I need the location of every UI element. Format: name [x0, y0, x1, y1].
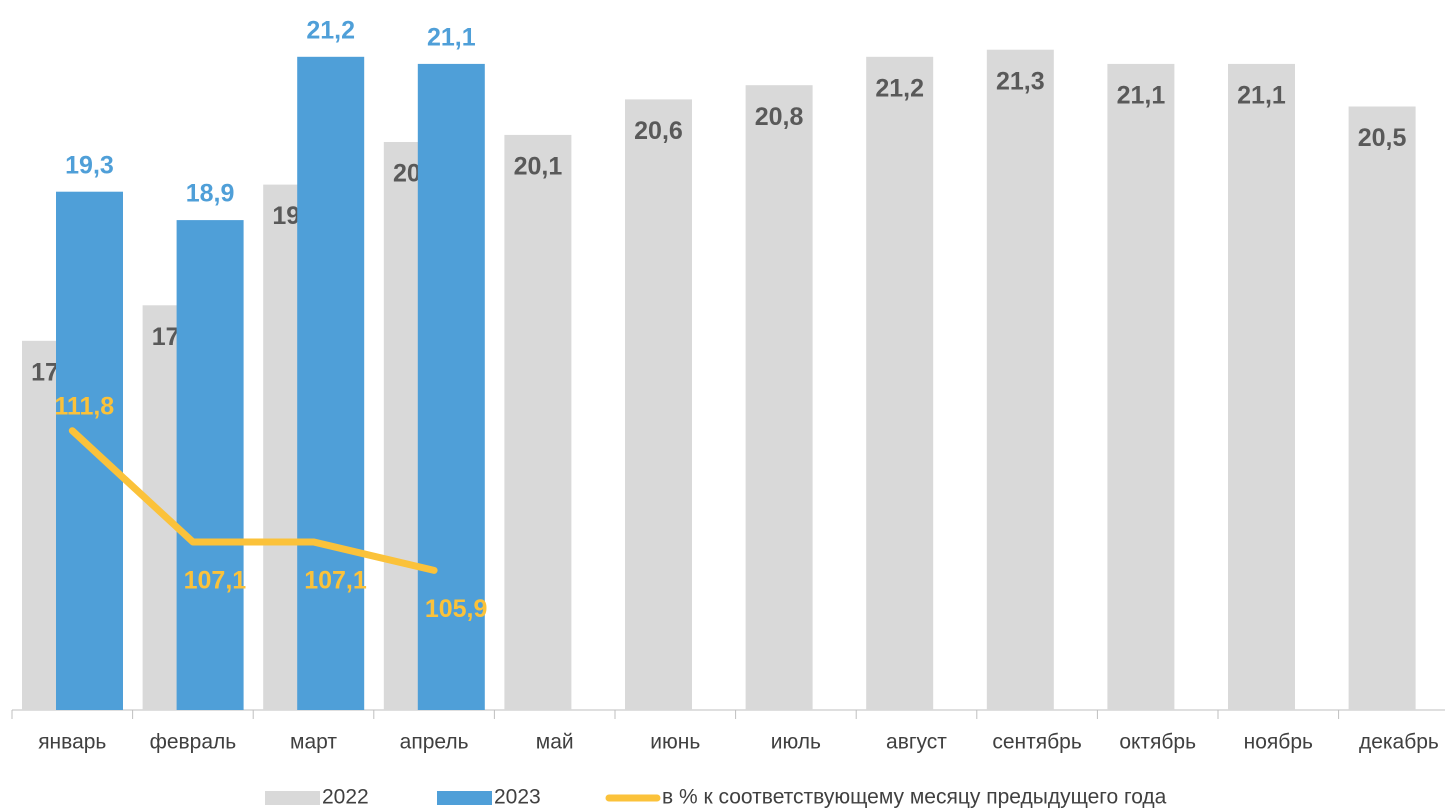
x-tick-label: январь	[38, 731, 106, 754]
bar	[1228, 63, 1295, 710]
bar	[745, 85, 813, 710]
data-label: 21,2	[306, 16, 355, 44]
data-label: 18,9	[186, 180, 235, 208]
bar	[1348, 106, 1416, 710]
legend-label: 2023	[494, 786, 541, 809]
bar	[1107, 63, 1175, 710]
bar	[986, 49, 1054, 710]
data-label: 21,2	[875, 74, 924, 102]
x-tick-label: ноябрь	[1244, 731, 1313, 754]
data-label: 19,3	[65, 151, 114, 179]
x-tick-label: сентябрь	[992, 731, 1081, 754]
data-label: 21,3	[996, 67, 1045, 95]
legend-label: в % к соответствующему месяцу предыдущег…	[662, 786, 1167, 809]
x-tick-label: июль	[771, 731, 821, 754]
x-tick-label: март	[290, 731, 337, 754]
x-tick-label: декабрь	[1359, 731, 1439, 754]
bar	[504, 134, 572, 710]
bar	[297, 56, 365, 711]
line	[68, 427, 438, 574]
bar	[625, 99, 692, 710]
data-label: 20,6	[634, 117, 683, 145]
data-label: 20,8	[755, 103, 804, 131]
x-tick-label: июнь	[650, 731, 700, 754]
x-tick-label: май	[536, 731, 574, 754]
bar	[866, 56, 934, 711]
x-tick-label: февраль	[150, 731, 237, 754]
legend-swatch	[265, 791, 320, 805]
data-label: 107,1	[304, 567, 367, 595]
legend-label: 2022	[322, 786, 369, 809]
data-label: 21,1	[1117, 82, 1166, 110]
data-label: 107,1	[184, 567, 247, 595]
x-tick-label: октябрь	[1119, 731, 1196, 754]
data-label: 20,1	[514, 153, 563, 181]
x-tick-label: апрель	[400, 731, 469, 754]
bar	[176, 220, 244, 710]
data-label: 20,5	[1358, 124, 1407, 152]
data-label: 111,8	[54, 392, 114, 420]
legend-swatch	[437, 791, 492, 805]
data-label: 21,1	[1237, 82, 1286, 110]
x-tick-label: август	[886, 731, 947, 754]
bar	[417, 63, 485, 710]
data-label: 21,1	[427, 24, 476, 52]
data-label: 105,9	[425, 595, 488, 623]
